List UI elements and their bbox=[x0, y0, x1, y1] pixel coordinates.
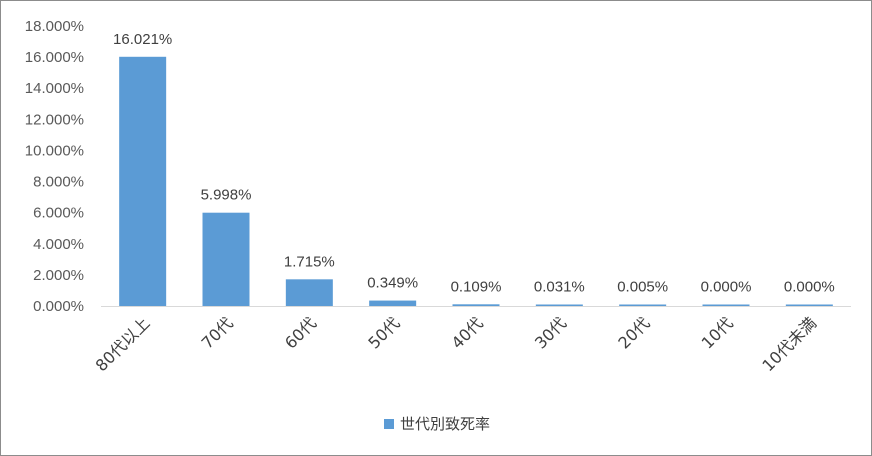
data-label: 0.000% bbox=[784, 279, 835, 296]
bar bbox=[702, 304, 750, 306]
y-tick-label: 14.000% bbox=[25, 80, 84, 97]
data-label: 1.715% bbox=[284, 253, 335, 270]
bar bbox=[785, 304, 833, 306]
x-tick-label: 40代 bbox=[448, 313, 487, 352]
bar bbox=[202, 212, 250, 306]
y-axis: 0.000% 2.000% 4.000% 6.000% 8.000% 10.000% 12.… bbox=[25, 18, 84, 315]
x-tick-label: 10代 bbox=[698, 313, 737, 352]
x-tick-label: 10代未満 bbox=[758, 313, 820, 375]
y-tick-label: 8.000% bbox=[33, 174, 84, 191]
legend: 世代別致死率 bbox=[1, 413, 872, 434]
x-tick-label: 70代 bbox=[198, 313, 237, 352]
x-tick-label: 30代 bbox=[531, 313, 570, 352]
y-tick-label: 0.000% bbox=[33, 298, 84, 315]
bar bbox=[369, 300, 417, 306]
y-tick-label: 2.000% bbox=[33, 267, 84, 284]
y-tick-label: 16.000% bbox=[25, 49, 84, 66]
legend-swatch bbox=[383, 419, 394, 429]
bar bbox=[285, 279, 333, 306]
data-label: 0.031% bbox=[534, 279, 585, 296]
y-tick-label: 18.000% bbox=[25, 18, 84, 35]
bar-series: 16.021% 5.998% 1.715% 0.349% 0.109% 0.031% 0.0… bbox=[113, 31, 835, 307]
x-tick-label: 20代 bbox=[614, 313, 653, 352]
x-tick-label: 60代 bbox=[281, 313, 320, 352]
data-label: 0.349% bbox=[367, 275, 418, 292]
y-tick-label: 12.000% bbox=[25, 111, 84, 128]
data-label: 0.005% bbox=[617, 279, 668, 296]
y-tick-label: 4.000% bbox=[33, 236, 84, 253]
x-axis: 80代以上 70代 60代 50代 40代 30代 20代 10代 10代未満 bbox=[92, 313, 820, 375]
data-label: 0.000% bbox=[701, 279, 752, 296]
data-label: 16.021% bbox=[113, 31, 172, 48]
bar bbox=[619, 304, 667, 306]
y-tick-label: 6.000% bbox=[33, 205, 84, 222]
bar bbox=[535, 304, 583, 306]
y-tick-label: 10.000% bbox=[25, 142, 84, 159]
data-label: 0.109% bbox=[451, 278, 502, 295]
legend-label: 世代別致死率 bbox=[399, 415, 490, 433]
bar bbox=[452, 304, 500, 306]
x-tick-label: 80代以上 bbox=[92, 313, 154, 375]
bar bbox=[119, 56, 167, 307]
data-label: 5.998% bbox=[201, 187, 252, 204]
x-tick-label: 50代 bbox=[364, 313, 403, 352]
